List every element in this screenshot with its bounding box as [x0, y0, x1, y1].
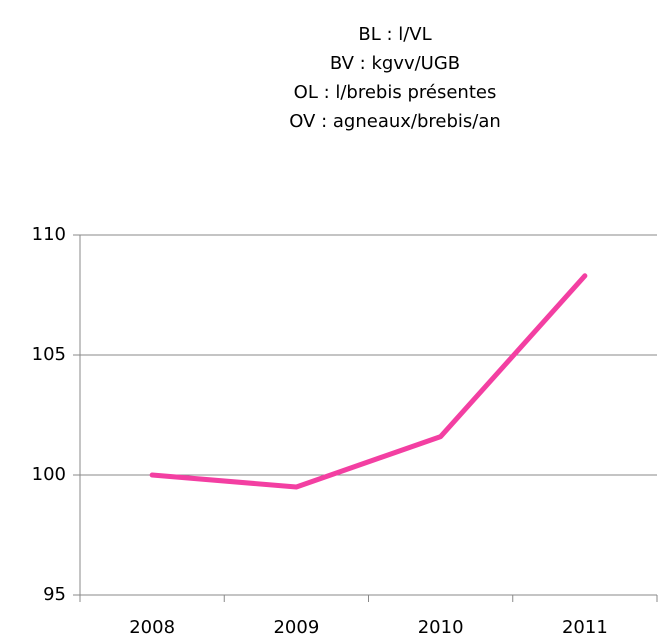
x-tick-label: 2008	[129, 617, 175, 638]
y-tick-label: 105	[32, 344, 66, 365]
chart-title: OL : l/brebis présentes	[294, 82, 497, 103]
chart-title: BV : kgvv/UGB	[330, 53, 460, 74]
chart-title: OV : agneaux/brebis/an	[289, 111, 501, 132]
x-tick-label: 2009	[273, 617, 319, 638]
y-tick-label: 95	[43, 584, 66, 605]
data-line	[149, 273, 588, 490]
x-tick-label: 2010	[418, 617, 464, 638]
x-tick-label: 2011	[562, 617, 608, 638]
y-tick-label: 110	[32, 224, 66, 245]
chart-title: BL : l/VL	[358, 24, 431, 45]
y-tick-label: 100	[32, 464, 66, 485]
